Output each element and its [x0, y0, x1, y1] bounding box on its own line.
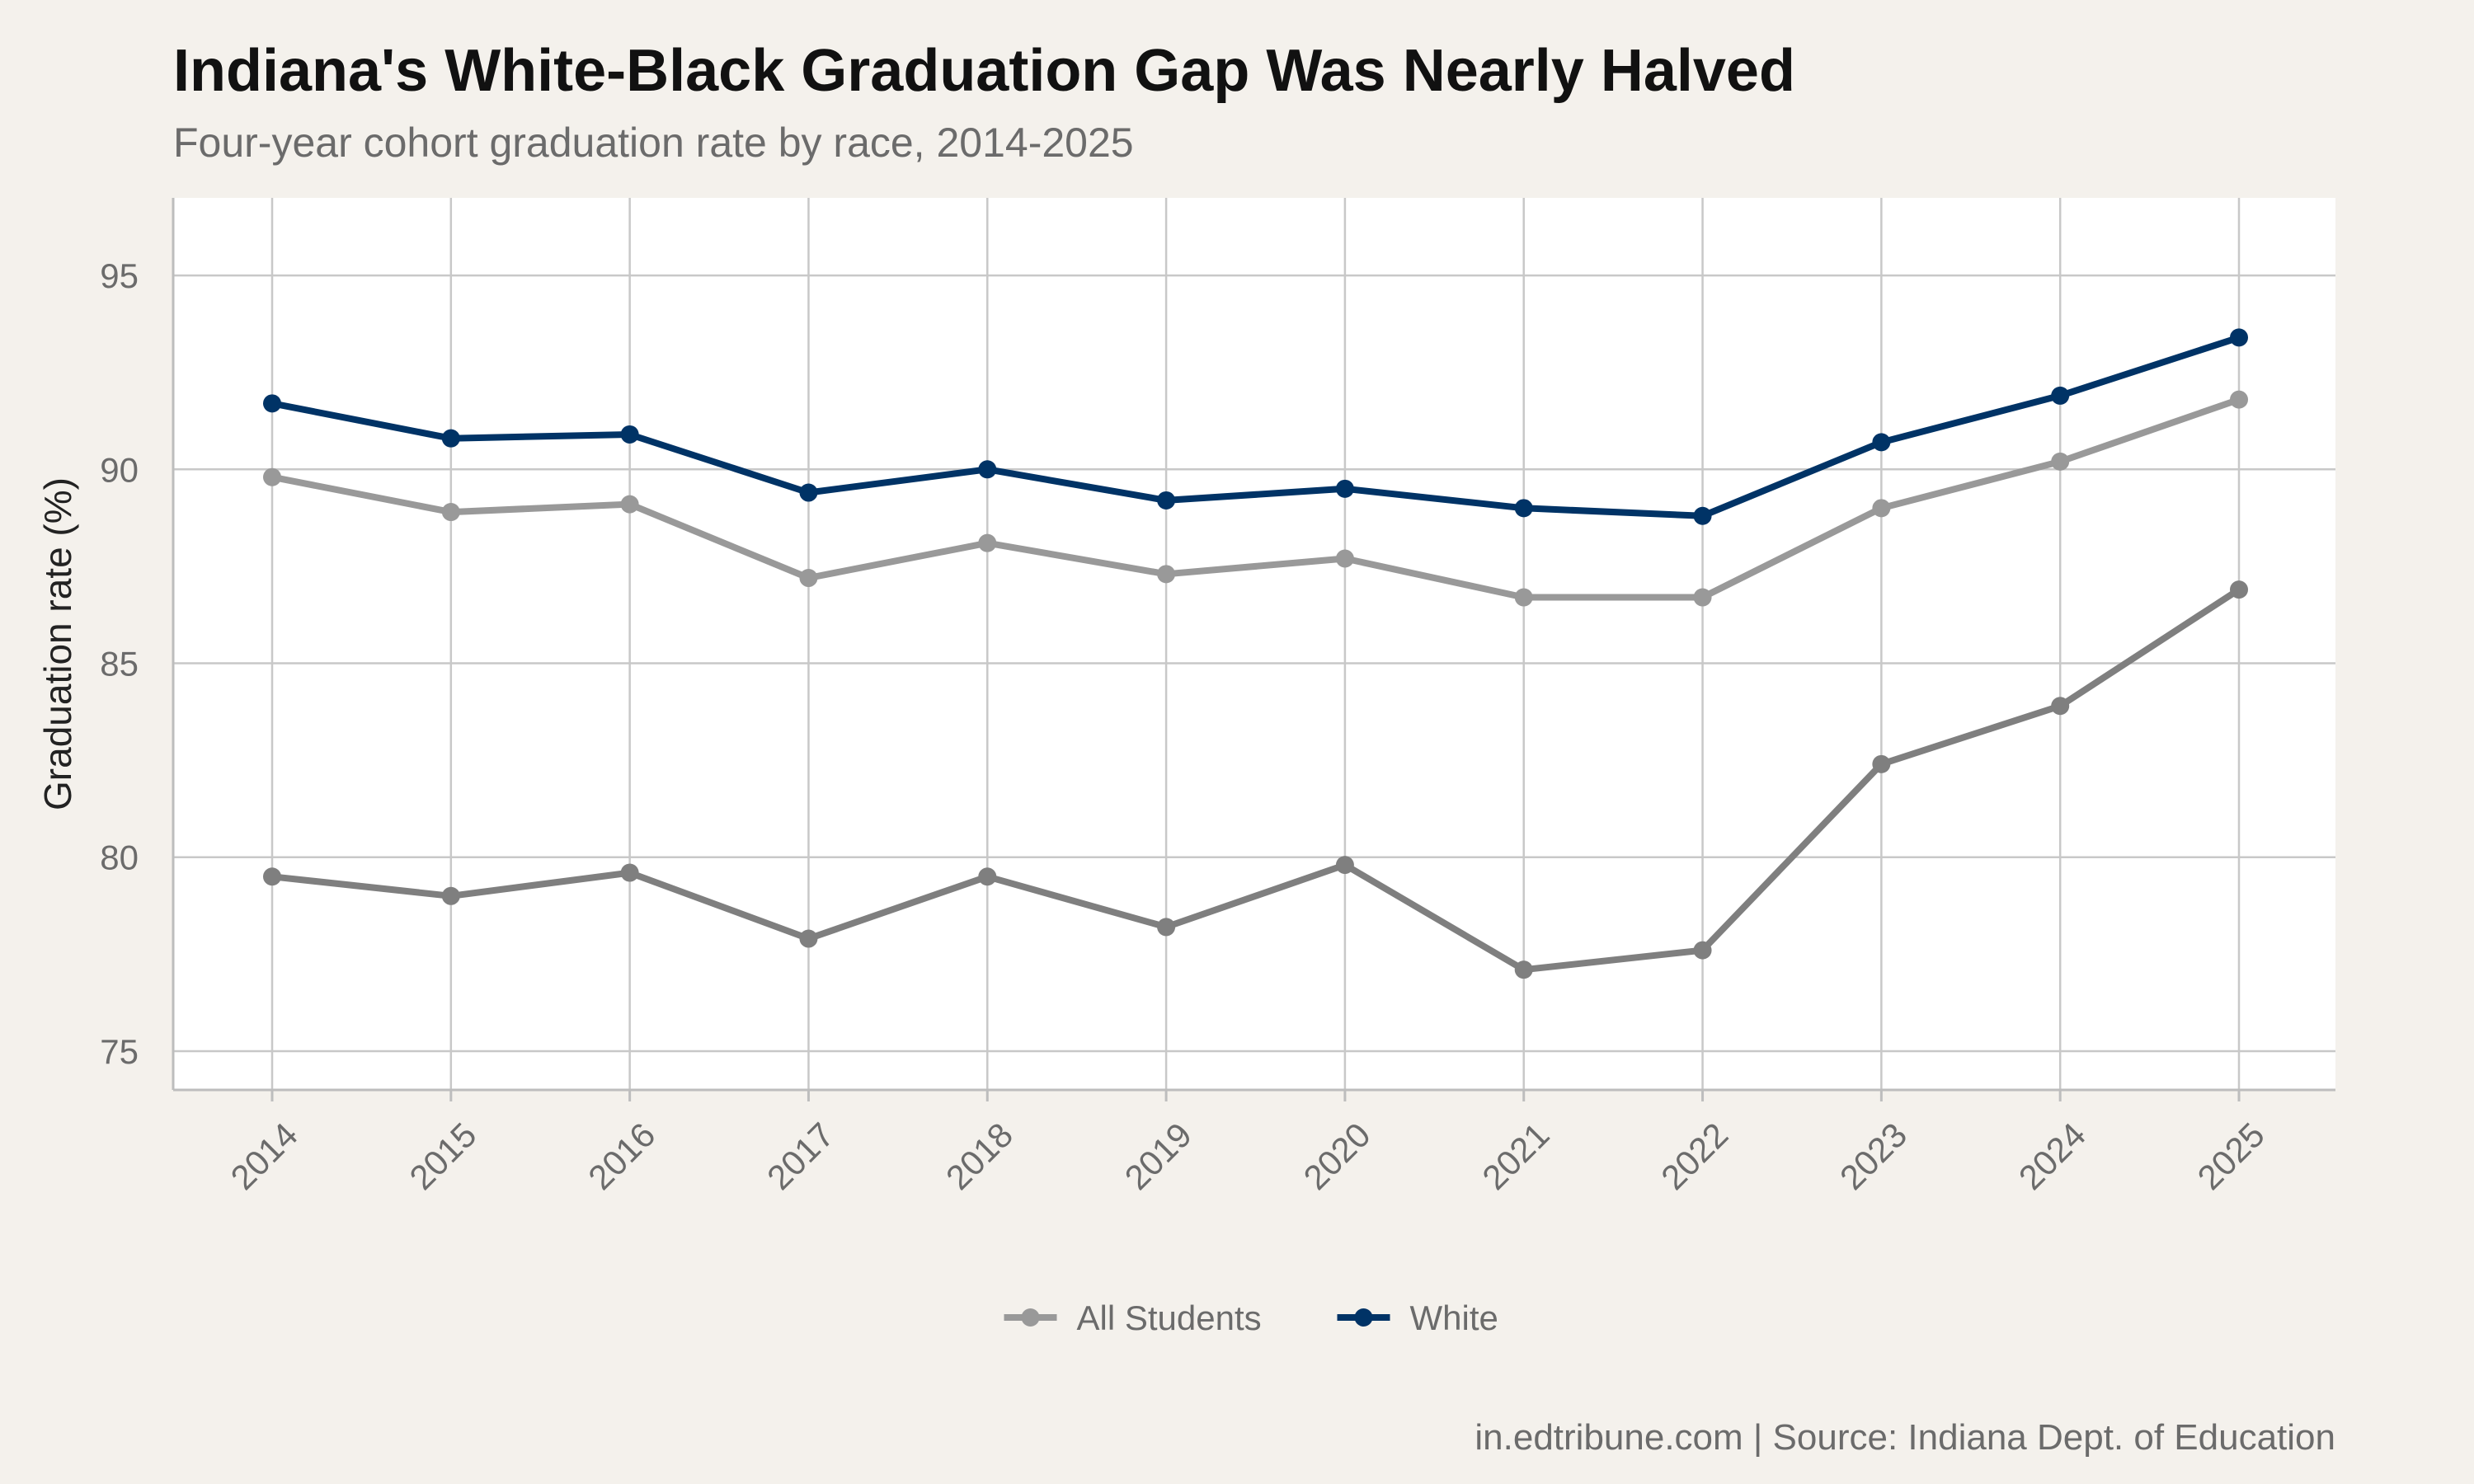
data-point-white — [620, 425, 639, 444]
x-tick-label: 2017 — [760, 1115, 841, 1197]
x-tick-label: 2014 — [223, 1115, 305, 1197]
x-tick-label: 2016 — [581, 1115, 662, 1197]
data-point-all-students — [441, 503, 460, 522]
chart-caption: in.edtribune.com | Source: Indiana Dept.… — [1475, 1417, 2335, 1458]
series-line-white — [269, 334, 2242, 519]
data-point-black — [1157, 918, 1176, 937]
data-point-all-students — [1514, 588, 1533, 607]
data-point-all-students — [2051, 452, 2070, 471]
data-point-black — [2051, 697, 2070, 716]
data-point-all-students — [2230, 390, 2248, 409]
plot-panel — [173, 198, 2335, 1090]
data-point-white — [1514, 499, 1533, 518]
legend-label: White — [1410, 1298, 1498, 1337]
x-tick-label: 2018 — [938, 1115, 1020, 1197]
x-tick-label: 2024 — [2011, 1115, 2093, 1197]
legend-label: All Students — [1077, 1298, 1262, 1337]
data-point-black — [441, 886, 460, 905]
series-line-black — [269, 586, 2242, 974]
data-point-all-students — [799, 569, 818, 588]
data-point-all-students — [620, 495, 639, 514]
data-point-black — [620, 863, 639, 882]
data-point-all-students — [978, 533, 997, 552]
data-point-all-students — [1872, 499, 1891, 518]
y-axis-title: Graduation rate (%) — [36, 477, 79, 810]
data-point-white — [441, 429, 460, 448]
data-point-black — [1335, 856, 1354, 875]
series-all-students — [263, 390, 2248, 607]
series-white — [263, 328, 2248, 525]
series — [263, 328, 2248, 979]
data-point-white — [1335, 479, 1354, 498]
data-point-black — [2230, 580, 2248, 599]
y-tick-label: 90 — [100, 450, 139, 489]
chart-subtitle: Four-year cohort graduation rate by race… — [173, 120, 1134, 166]
data-point-black — [263, 867, 281, 886]
x-tick-label: 2015 — [402, 1115, 483, 1197]
data-point-white — [1693, 506, 1712, 525]
data-point-white — [978, 460, 997, 479]
x-tick-label: 2025 — [2190, 1115, 2272, 1197]
data-point-white — [799, 483, 818, 502]
data-point-all-students — [1693, 588, 1712, 607]
y-tick-label: 85 — [100, 645, 139, 683]
data-point-white — [2230, 328, 2248, 347]
legend-swatch-point — [1021, 1308, 1040, 1327]
x-tick-label: 2022 — [1653, 1115, 1735, 1197]
x-tick-label: 2020 — [1296, 1115, 1377, 1197]
x-tick-label: 2023 — [1832, 1115, 1914, 1197]
data-point-all-students — [263, 467, 281, 486]
data-point-black — [1693, 941, 1712, 960]
data-point-white — [1872, 433, 1891, 452]
data-point-all-students — [1335, 549, 1354, 568]
data-point-white — [263, 394, 281, 413]
data-point-white — [2051, 386, 2070, 405]
y-axis-ticks: 75 80 85 90 95 — [100, 256, 139, 1071]
legend-item-all-students: All Students — [1004, 1298, 1262, 1337]
data-point-black — [799, 929, 818, 948]
series-black — [263, 580, 2248, 979]
data-point-black — [1872, 754, 1891, 773]
data-point-white — [1157, 491, 1176, 510]
chart-title: Indiana's White-Black Graduation Gap Was… — [173, 38, 1795, 104]
x-axis-ticks: 2014 2015 2016 2017 2018 2019 2020 2021 2022 2023… — [223, 1090, 2272, 1197]
series-line-all-students — [269, 396, 2242, 601]
legend-swatch-point — [1354, 1308, 1373, 1327]
y-tick-label: 80 — [100, 838, 139, 877]
legend: All Students White — [1004, 1298, 1498, 1337]
y-tick-label: 75 — [100, 1032, 139, 1071]
legend-item-white: White — [1337, 1298, 1498, 1337]
y-tick-label: 95 — [100, 256, 139, 295]
x-tick-label: 2021 — [1475, 1115, 1556, 1197]
data-point-all-students — [1157, 565, 1176, 584]
x-tick-label: 2019 — [1117, 1115, 1199, 1197]
data-point-black — [978, 867, 997, 886]
data-point-black — [1514, 960, 1533, 979]
